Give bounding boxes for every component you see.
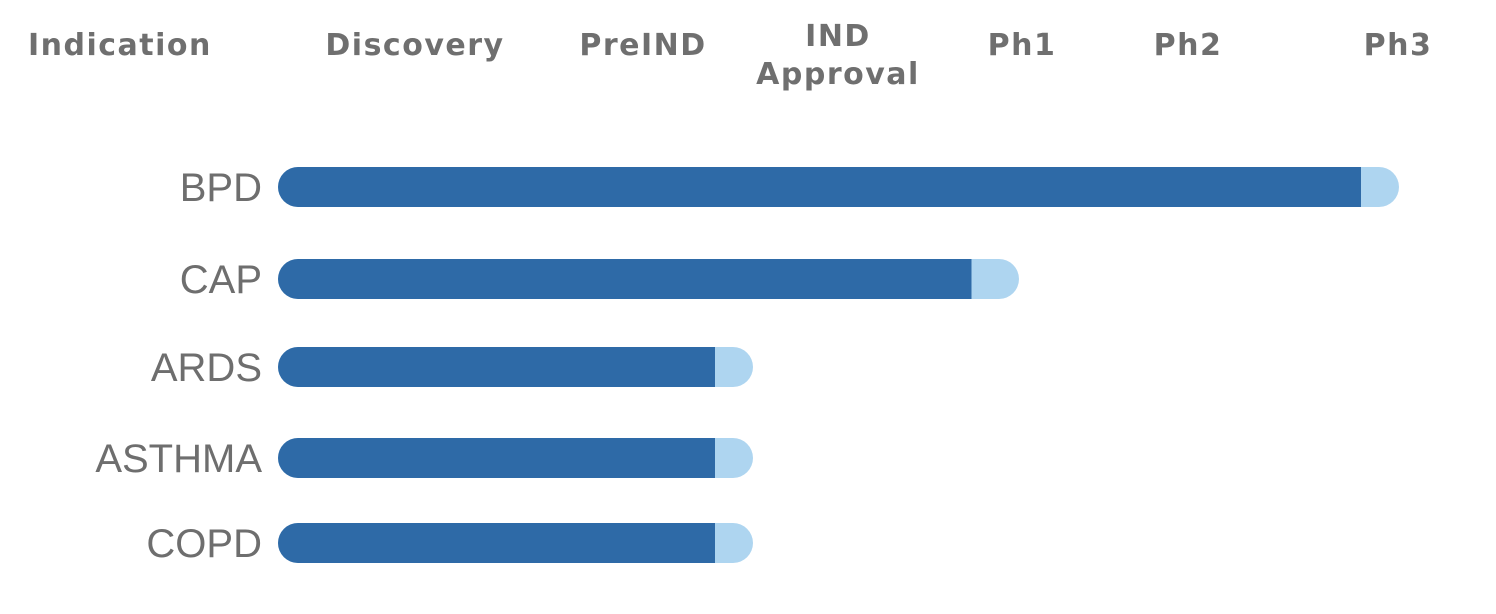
- bar-bpd: [278, 167, 1361, 207]
- bar-row-asthma: ASTHMA: [95, 437, 753, 481]
- bar-row-bpd: BPD: [180, 166, 1399, 210]
- stage-header-3-line-0: Ph1: [988, 28, 1057, 63]
- stage-header-5-line-0: Ph3: [1364, 28, 1433, 63]
- bar-copd: [278, 523, 715, 563]
- bar-ards: [278, 347, 715, 387]
- stage-header-2-line-0: IND: [805, 19, 871, 54]
- category-label-copd: COPD: [146, 522, 262, 566]
- category-label-cap: CAP: [180, 258, 262, 302]
- stage-header-4-line-0: Ph2: [1154, 28, 1223, 63]
- category-label-ards: ARDS: [151, 346, 262, 390]
- stage-header-1-line-0: PreIND: [579, 28, 706, 63]
- indication-header: Indication: [28, 28, 212, 63]
- category-label-asthma: ASTHMA: [95, 437, 262, 481]
- pipeline-bars: BPD CAP ARDS ASTHMA COPD: [95, 166, 1399, 566]
- stage-header-2-line-1: Approval: [756, 57, 920, 92]
- bar-row-copd: COPD: [146, 522, 753, 566]
- stage-header-0-line-0: Discovery: [325, 28, 504, 63]
- bar-row-cap: CAP: [180, 258, 1019, 302]
- bar-asthma: [278, 438, 715, 478]
- bar-row-ards: ARDS: [151, 346, 753, 390]
- category-label-bpd: BPD: [180, 166, 262, 210]
- bar-cap: [278, 259, 972, 299]
